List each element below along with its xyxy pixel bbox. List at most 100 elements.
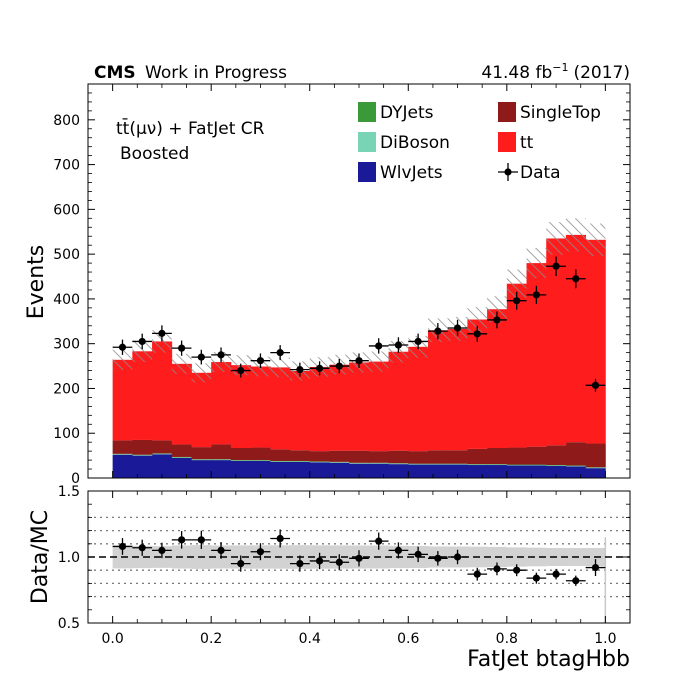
legend-label: WlvJets: [380, 163, 443, 183]
data-point-3: [171, 340, 192, 356]
bar-tt-7: [250, 366, 271, 448]
y-tick-label: 100: [53, 426, 80, 442]
data-point-15: [408, 333, 428, 350]
bar-tt-13: [368, 361, 389, 452]
unc-hatch-3: [171, 353, 192, 374]
unc-hatch-22: [546, 222, 566, 255]
bar-singletop-21: [526, 446, 547, 465]
bar-wlvjets-2: [152, 454, 173, 478]
ratio-point-12: [349, 550, 369, 567]
bar-tt-20: [506, 283, 527, 448]
bar-wlvjets-6: [230, 460, 251, 478]
ratio-point-8: [270, 529, 291, 548]
bar-wlvjets-15: [408, 464, 429, 478]
ratio-y-tick-label: 0.5: [58, 616, 80, 632]
data-point-13: [368, 338, 389, 354]
legend-label: DiBoson: [380, 133, 450, 153]
ratio-point-7: [250, 543, 271, 561]
ratio-point-0: [112, 538, 133, 555]
bar-wlvjets-21: [526, 465, 547, 478]
bar-singletop-18: [467, 448, 488, 465]
bar-wlvjets-9: [290, 461, 311, 478]
x-tick-label: 0.8: [496, 631, 518, 647]
y-tick-label: 500: [53, 247, 80, 263]
ratio-axis-ticks: 0.5 1.0 1.5 0.0 0.2 0.4 0.6 0.8 1.0: [58, 484, 631, 647]
data-point-1: [132, 333, 153, 350]
bar-wlvjets-22: [546, 465, 567, 478]
data-point-14: [388, 337, 409, 353]
bar-tt-12: [349, 362, 370, 451]
legend-entry-dyjets: DYJets: [358, 102, 434, 123]
bar-wlvjets-20: [506, 465, 527, 478]
data-point-0: [112, 339, 133, 355]
data-point-19: [487, 311, 507, 329]
bar-singletop-8: [270, 449, 291, 461]
data-point-5: [211, 347, 231, 363]
bar-singletop-1: [132, 439, 153, 455]
bar-tt-24: [585, 239, 606, 444]
legend: DYJets SingleTop DiBoson tt WlvJets Data: [358, 102, 601, 183]
bar-singletop-0: [112, 440, 133, 454]
unc-hatch-23: [565, 218, 586, 252]
bar-tt-22: [546, 238, 567, 446]
data-point-23: [565, 269, 586, 289]
legend-swatch: [358, 132, 376, 152]
bar-singletop-6: [230, 448, 251, 461]
y-tick-label: 0: [71, 471, 80, 487]
bar-wlvjets-11: [329, 462, 350, 478]
data-point-18: [467, 325, 488, 342]
bar-wlvjets-18: [467, 465, 488, 478]
ratio-point-4: [191, 530, 212, 549]
unc-hatch-2: [152, 330, 172, 353]
data-point-22: [546, 256, 566, 276]
data-point-24: [585, 378, 606, 392]
data-points: [112, 256, 606, 392]
y-tick-label: 700: [53, 158, 80, 174]
legend-entry-wlvjets: WlvJets: [358, 162, 443, 183]
data-point-17: [447, 319, 468, 337]
ratio-point-16: [427, 551, 448, 566]
y-tick-label: 600: [53, 202, 80, 218]
svg-text:41.48 fb−1(2017): 41.48 fb−1 (2017): [481, 61, 630, 83]
legend-entry-singletop: SingleTop: [498, 102, 601, 123]
bar-singletop-19: [487, 448, 508, 465]
legend-entry-diboson: DiBoson: [358, 132, 450, 153]
ratio-points: [112, 529, 606, 586]
ratio-gridlines: [88, 516, 630, 598]
data-point-10: [309, 361, 330, 376]
x-tick-label: 0.2: [200, 631, 222, 647]
ratio-point-13: [368, 532, 389, 550]
y-tick-label: 400: [53, 292, 80, 308]
bar-wlvjets-8: [270, 461, 291, 478]
ratio-point-14: [388, 542, 409, 559]
ratio-point-10: [309, 552, 330, 570]
ratio-point-6: [230, 555, 251, 572]
ratio-point-5: [211, 542, 231, 559]
unc-hatch-13: [368, 351, 389, 372]
bar-wlvjets-19: [487, 465, 508, 478]
unc-hatch-19: [487, 296, 507, 323]
bar-wlvjets-23: [565, 466, 587, 478]
y-tick-label: 300: [53, 337, 80, 353]
bar-tt-10: [309, 366, 330, 452]
experiment-label: CMS: [94, 63, 136, 83]
data-point-4: [191, 349, 212, 365]
legend-label: DYJets: [380, 103, 434, 123]
bar-singletop-15: [408, 451, 429, 464]
ratio-point-22: [546, 568, 566, 580]
status-label: Work in Progress: [145, 63, 287, 83]
ratio-point-11: [329, 554, 350, 571]
bar-singletop-23: [565, 442, 587, 466]
bar-singletop-17: [447, 450, 468, 464]
y-tick-label: 800: [53, 113, 80, 129]
bar-tt-17: [447, 328, 468, 451]
bar-singletop-14: [388, 450, 409, 464]
unc-hatch-4: [191, 363, 212, 383]
data-point-8: [270, 345, 291, 361]
bar-tt-21: [526, 263, 547, 447]
unc-hatch-24: [585, 223, 606, 257]
bar-singletop-2: [152, 440, 173, 454]
bar-singletop-4: [191, 447, 212, 460]
bar-singletop-10: [309, 451, 330, 462]
legend-swatch: [358, 162, 376, 182]
